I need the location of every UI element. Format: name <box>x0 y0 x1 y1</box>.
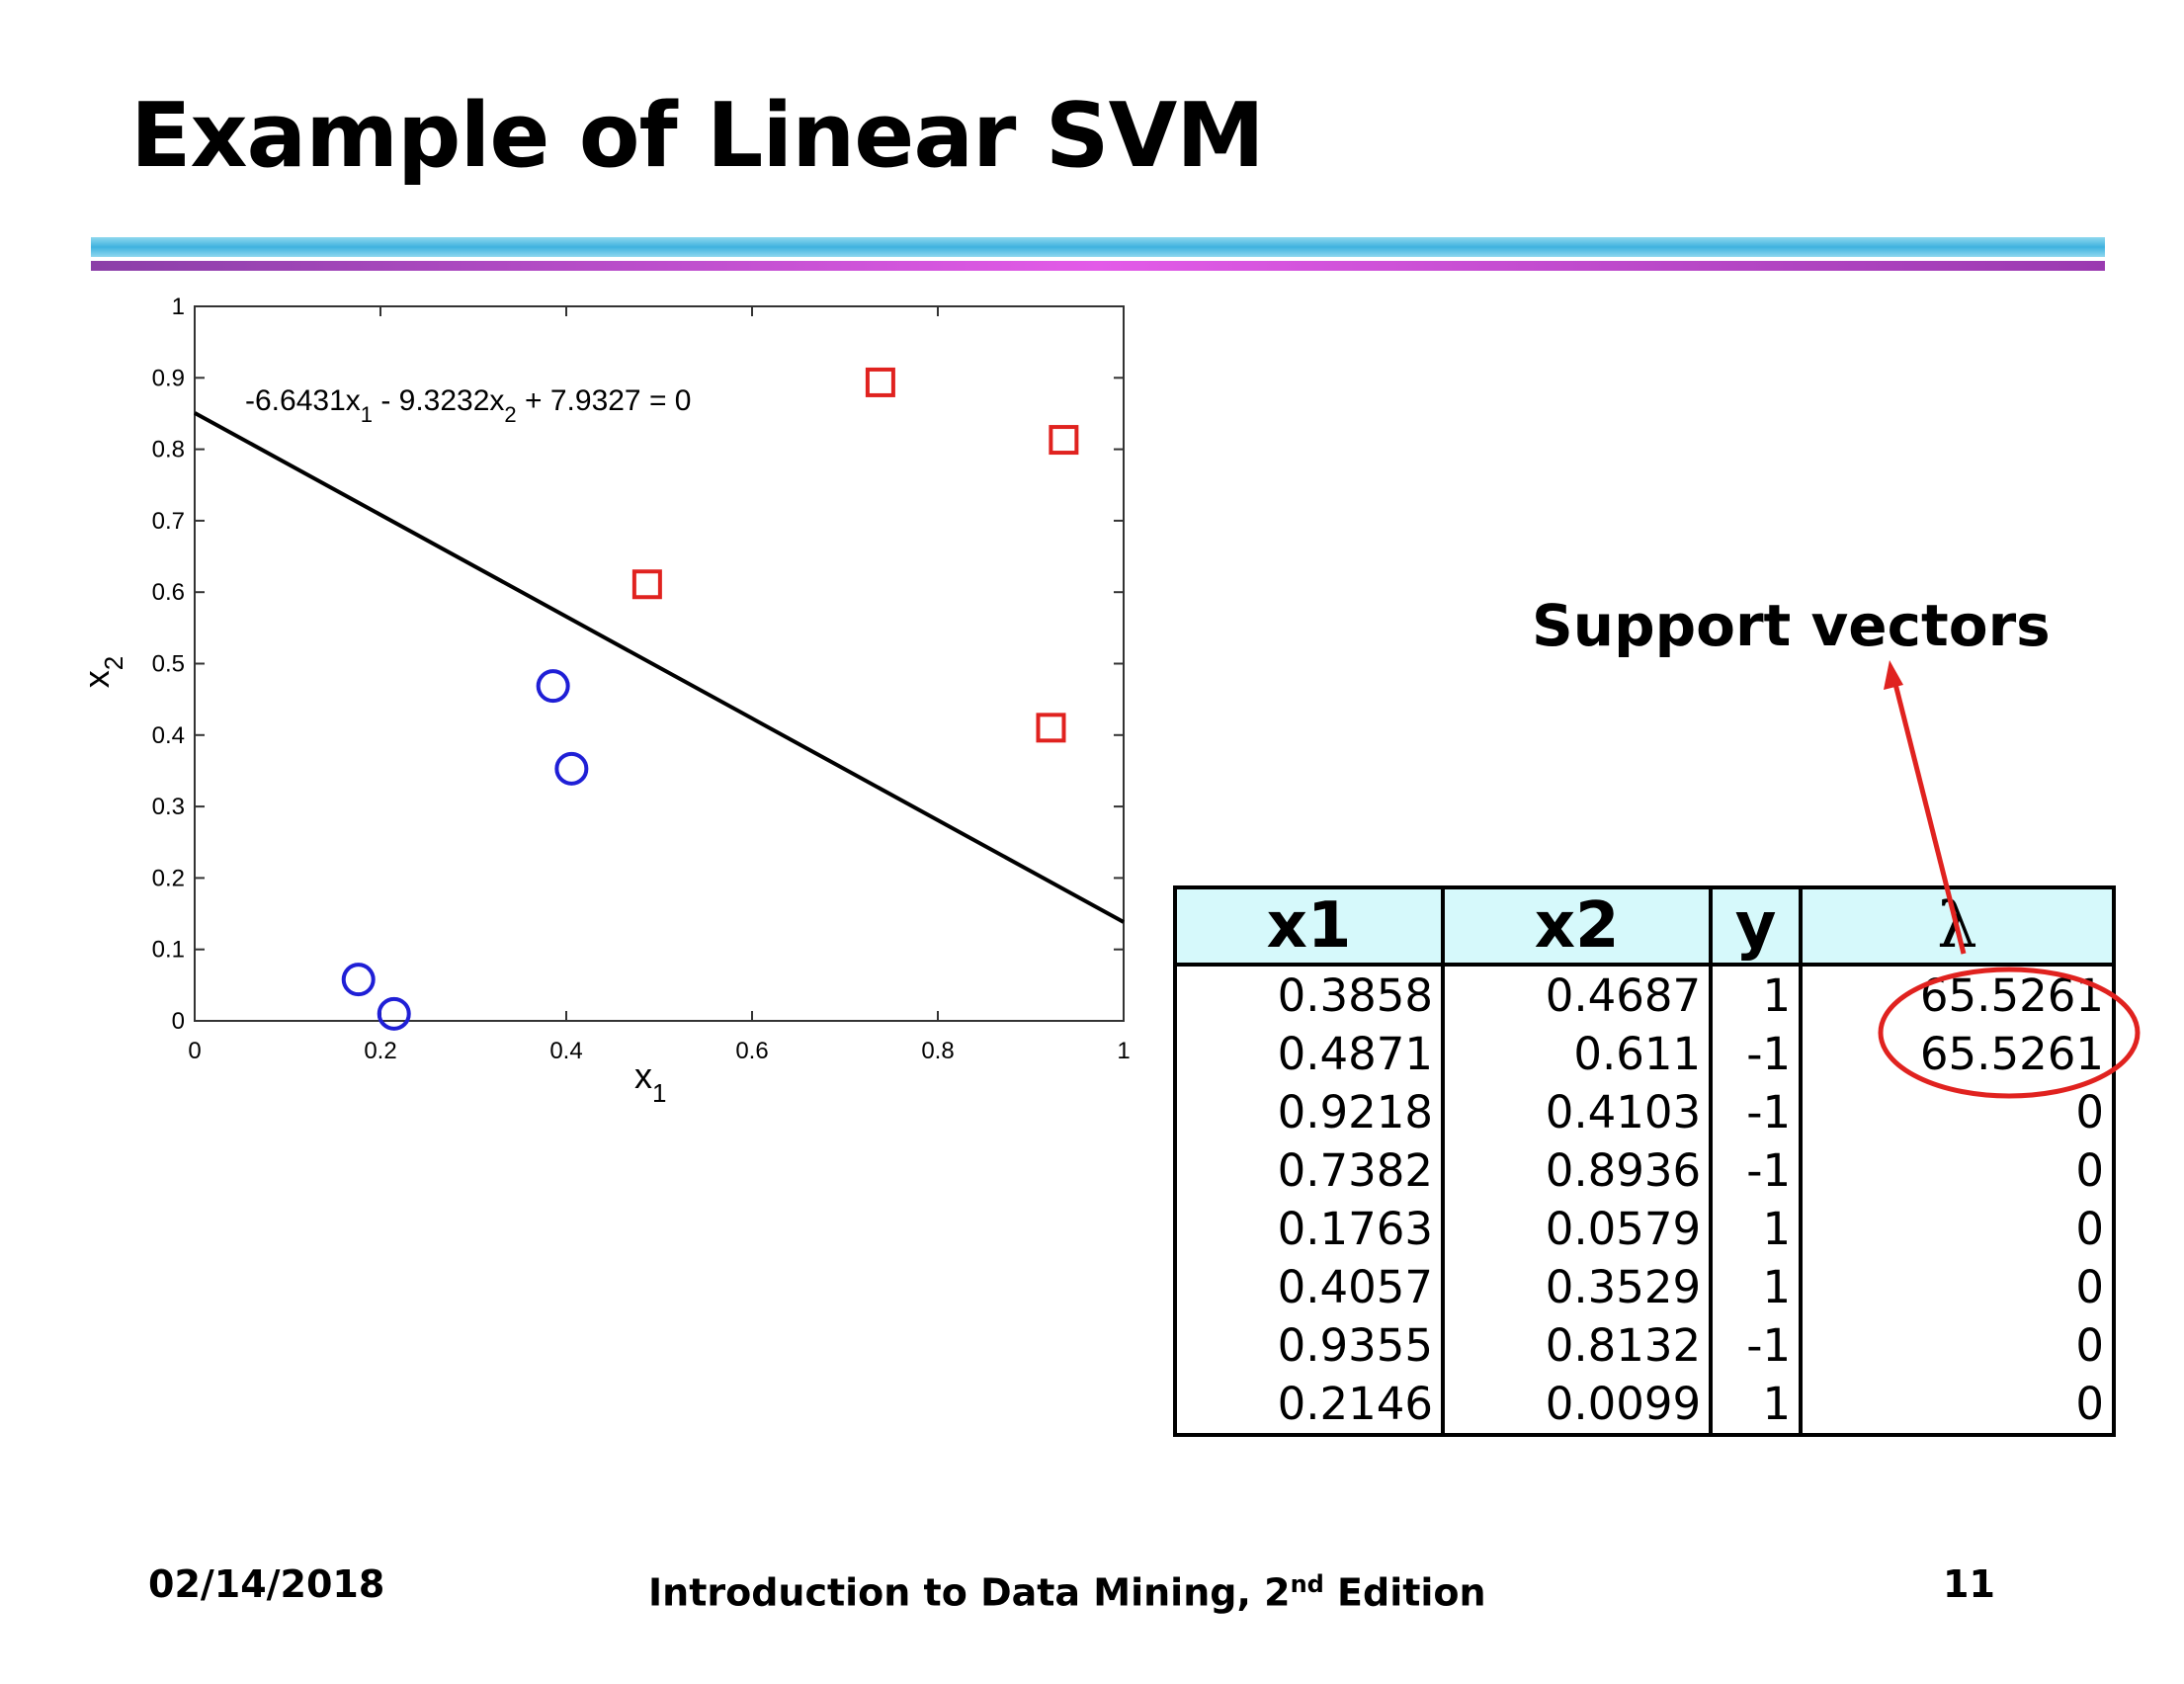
x-tick-label: 0.2 <box>364 1038 396 1064</box>
y-axis-ticks: 0 0.1 0.2 0.3 0.4 0.5 0.6 0.7 0.8 0.9 1 <box>152 294 1124 1035</box>
table-cell: 0.4103 <box>1441 1083 1714 1141</box>
table-cell: -1 <box>1709 1141 1804 1200</box>
svm-scatter-plot: 0 0.2 0.4 0.6 0.8 1 0 0.1 0.2 0.3 0.4 0.5 0.6 0.7 0.8… <box>76 294 1131 1108</box>
x-tick-label: 0 <box>188 1038 201 1064</box>
header-x1: x1 <box>1172 885 1446 967</box>
y-axis-label: x2 <box>76 656 128 688</box>
table-cell: -1 <box>1709 1025 1804 1083</box>
arrow-head-icon <box>1884 660 1903 690</box>
title-rule-bottom <box>91 261 2105 271</box>
table-row: 0.4871 0.611 -1 65.5261 <box>1172 1025 2116 1083</box>
table-cell: 0.4687 <box>1441 965 1714 1025</box>
footer-date: 02/14/2018 <box>148 1562 385 1606</box>
y-tick-label: 1 <box>172 294 185 320</box>
table-row: 0.4057 0.3529 1 0 <box>1172 1258 2116 1316</box>
table-row: 0.9355 0.8132 -1 0 <box>1172 1316 2116 1375</box>
table-cell: 1 <box>1709 1375 1804 1435</box>
data-points <box>341 367 1079 1031</box>
x-tick-label: 0.8 <box>921 1038 954 1064</box>
y-tick-label: 0 <box>172 1008 185 1035</box>
table-cell: 0.3529 <box>1441 1258 1714 1316</box>
table-cell: 1 <box>1709 1200 1804 1258</box>
boundary-equation: -6.6431x1 - 9.3232x2 + 7.9327 = 0 <box>245 384 692 427</box>
table-cell: 0.4057 <box>1172 1258 1446 1316</box>
y-tick-label: 0.8 <box>152 437 185 463</box>
table-cell: 0.611 <box>1441 1025 1714 1083</box>
table-cell: 0 <box>1799 1083 2116 1141</box>
data-point-circle <box>554 751 589 786</box>
table-cell: 0.4871 <box>1172 1025 1446 1083</box>
lagrange-multiplier-table: x1 x2 y λ 0.3858 0.4687 1 65.5261 0.4871 0.61… <box>1172 885 2116 1437</box>
y-tick-label: 0.5 <box>152 651 185 678</box>
support-vectors-label: Support vectors <box>1532 592 2051 659</box>
table-cell: 0.2146 <box>1172 1375 1446 1435</box>
table-cell: 0 <box>1799 1141 2116 1200</box>
table-body: 0.3858 0.4687 1 65.5261 0.4871 0.611 -1 65.5261… <box>1172 965 2116 1435</box>
table-cell: 0.0579 <box>1441 1200 1714 1258</box>
table-cell: 65.5261 <box>1799 965 2116 1025</box>
table-row: 0.7382 0.8936 -1 0 <box>1172 1141 2116 1200</box>
table-cell: 1 <box>1709 1258 1804 1316</box>
table-cell: 1 <box>1709 965 1804 1025</box>
y-tick-label: 0.9 <box>152 365 185 391</box>
header-x2: x2 <box>1441 885 1714 967</box>
x-axis-ticks: 0 0.2 0.4 0.6 0.8 1 <box>188 306 1131 1064</box>
table-row: 0.9218 0.4103 -1 0 <box>1172 1083 2116 1141</box>
table-cell: 0.0099 <box>1441 1375 1714 1435</box>
table-row: 0.3858 0.4687 1 65.5261 <box>1172 965 2116 1025</box>
data-point-circle <box>536 669 570 704</box>
data-point-square <box>1036 713 1066 743</box>
footer-course-title: Introduction to Data Mining, 2nd Edition <box>648 1570 1486 1615</box>
table-cell: -1 <box>1709 1083 1804 1141</box>
table-cell: 0 <box>1799 1375 2116 1435</box>
decision-boundary-line <box>194 411 1125 924</box>
y-tick-label: 0.1 <box>152 937 185 964</box>
data-point-square <box>631 569 662 600</box>
header-y: y <box>1709 885 1804 967</box>
slide-title: Example of Linear SVM <box>130 84 1265 188</box>
title-rule-top <box>91 237 2105 257</box>
x-tick-label: 0.4 <box>549 1038 582 1064</box>
table-cell: 0 <box>1799 1258 2116 1316</box>
data-point-square <box>865 367 895 397</box>
footer-page-number: 11 <box>1943 1562 1995 1606</box>
y-tick-label: 0.6 <box>152 579 185 606</box>
y-tick-label: 0.2 <box>152 865 185 891</box>
y-tick-label: 0.4 <box>152 722 185 749</box>
table-cell: 0.3858 <box>1172 965 1446 1025</box>
header-lambda: λ <box>1799 885 2116 967</box>
data-point-square <box>1049 425 1079 456</box>
table-cell: 0.7382 <box>1172 1141 1446 1200</box>
table-cell: -1 <box>1709 1316 1804 1375</box>
x-tick-label: 1 <box>1117 1038 1130 1064</box>
table-cell: 0.8936 <box>1441 1141 1714 1200</box>
y-tick-label: 0.3 <box>152 794 185 820</box>
x-tick-label: 0.6 <box>735 1038 768 1064</box>
table-cell: 0.8132 <box>1441 1316 1714 1375</box>
y-tick-label: 0.7 <box>152 508 185 535</box>
table-cell: 0.1763 <box>1172 1200 1446 1258</box>
table-row: 0.1763 0.0579 1 0 <box>1172 1200 2116 1258</box>
table-cell: 0 <box>1799 1316 2116 1375</box>
x-axis-label: x1 <box>634 1055 666 1108</box>
data-point-circle <box>377 996 411 1031</box>
table-cell: 0.9218 <box>1172 1083 1446 1141</box>
data-point-circle <box>341 963 376 997</box>
table-cell: 0 <box>1799 1200 2116 1258</box>
table-row: 0.2146 0.0099 1 0 <box>1172 1375 2116 1435</box>
table-header-row: x1 x2 y λ <box>1172 885 2116 967</box>
table-cell: 0.9355 <box>1172 1316 1446 1375</box>
table-cell: 65.5261 <box>1799 1025 2116 1083</box>
